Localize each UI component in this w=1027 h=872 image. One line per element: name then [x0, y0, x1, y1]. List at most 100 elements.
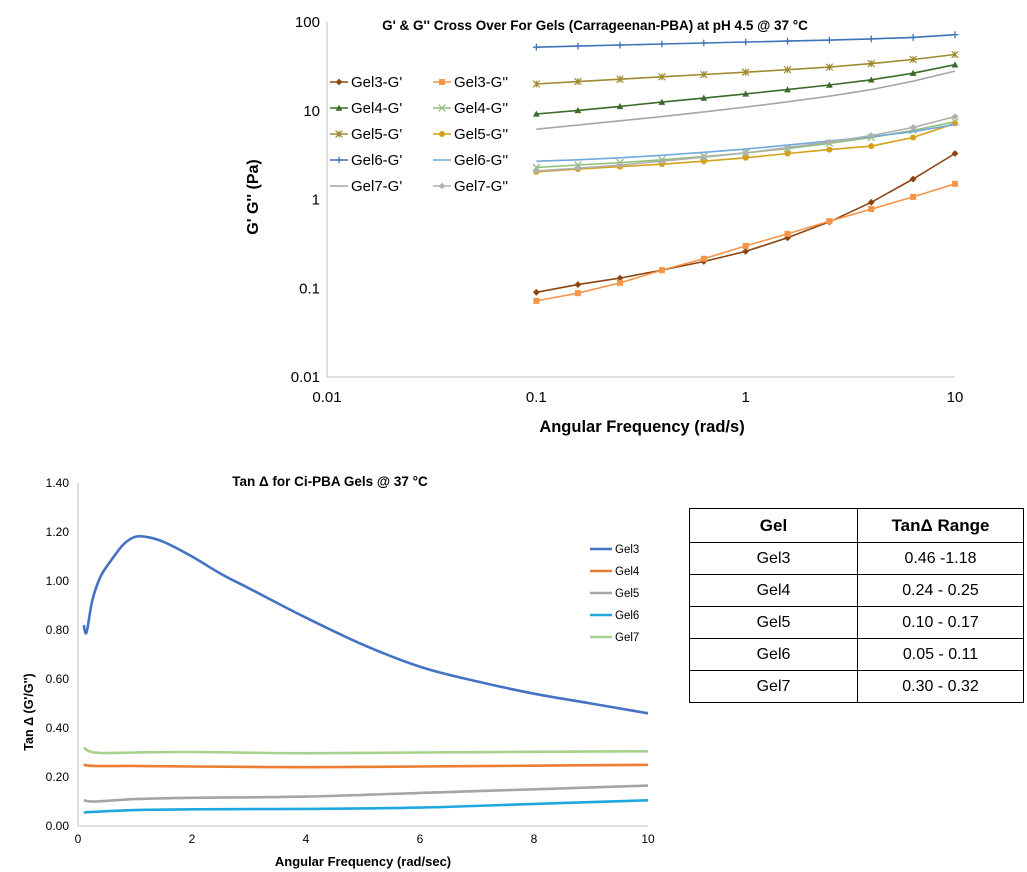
chart1-data-point [742, 154, 749, 161]
chart1-data-point [616, 161, 624, 169]
chart1-data-point [910, 193, 917, 200]
chart2-series-line [83, 784, 649, 803]
chart1-series-line [536, 152, 956, 294]
table-cell: 0.05 - 0.11 [857, 638, 1024, 671]
chart2-legend-label: Gel5 [615, 588, 639, 600]
chart1-data-point [784, 37, 791, 45]
chart1-data-point [910, 134, 917, 141]
chart1-data-point [616, 41, 624, 49]
table-cell: 0.30 - 0.32 [857, 670, 1024, 703]
chart1-legend-marker [335, 156, 343, 164]
chart1-data-point [742, 248, 750, 255]
chart1-data-point [699, 70, 708, 79]
chart1-x-tick-label: 1 [741, 389, 749, 406]
chart2-xlabel: Angular Frequency (rad/sec) [275, 854, 451, 869]
chart1-series-line [536, 115, 956, 172]
chart1-x-tick-label: 0.1 [526, 389, 547, 406]
chart2-legend-label: Gel6 [615, 610, 639, 622]
chart2-x-tick-label: 6 [417, 832, 424, 846]
chart1-data-point [616, 102, 624, 110]
chart1-data-point [867, 132, 875, 139]
chart1-data-point [532, 288, 540, 296]
chart2-y-tick-label: 0.00 [46, 819, 70, 833]
chart2-x-tick-label: 0 [75, 832, 82, 846]
chart1-x-tick-label: 0.01 [312, 389, 341, 406]
chart1-legend-label: Gel5-G'' [454, 126, 508, 143]
chart1-data-point [783, 65, 792, 74]
gel-crossover-chart: G' & G'' Cross Over For Gels (Carrageena… [245, 14, 963, 436]
chart2-series-line [83, 799, 649, 814]
table-cell: Gel7 [689, 670, 858, 703]
chart1-data-point [533, 297, 540, 304]
chart1-legend-label: Gel3-G' [351, 74, 402, 91]
chart1-legend-marker [438, 104, 446, 112]
table-row: Gel7 0.30 - 0.32 [689, 670, 1024, 703]
chart1-data-point [742, 149, 750, 157]
chart2-y-tick-label: 0.20 [46, 770, 70, 784]
chart1-data-point [867, 76, 875, 83]
chart1-data-point [867, 198, 875, 206]
chart2-x-tick-label: 2 [189, 832, 196, 846]
chart2-y-tick-label: 0.80 [46, 623, 70, 637]
chart1-data-point [700, 94, 708, 101]
chart1-legend-label: Gel7-G' [351, 178, 402, 195]
chart1-data-point [574, 290, 581, 297]
chart1-data-point [574, 42, 582, 50]
chart1-data-point [700, 255, 707, 262]
chart1-legend-marker [335, 104, 343, 111]
chart1-data-point [742, 38, 750, 46]
chart1-data-point [658, 40, 666, 48]
table-row: Gel5 0.10 - 0.17 [689, 606, 1024, 639]
chart1-data-point [574, 164, 582, 172]
table-cell: Gel4 [689, 574, 858, 607]
chart1-series-line [536, 123, 956, 162]
chart1-data-point [742, 90, 750, 97]
chart2-x-tick-label: 8 [531, 832, 538, 846]
chart1-data-point [532, 167, 540, 175]
chart1-data-point [825, 63, 834, 71]
chart1-title: G' & G'' Cross Over For Gels (Carrageena… [382, 18, 808, 33]
chart1-data-point [574, 77, 582, 86]
chart2-legend-label: Gel4 [615, 566, 640, 578]
chart1-data-point [700, 158, 707, 165]
chart1-data-point [784, 230, 791, 237]
chart1-data-point [867, 59, 876, 68]
table-header-range: TanΔ Range [857, 508, 1024, 543]
chart1-data-point [700, 153, 708, 161]
chart1-legend-label: Gel7-G'' [454, 178, 508, 195]
chart1-legend-marker [335, 130, 343, 138]
chart1-data-point [826, 146, 833, 153]
chart1-data-point [868, 143, 875, 150]
chart1-data-point [616, 279, 623, 286]
chart1-data-point [658, 157, 666, 165]
chart1-data-point [742, 242, 749, 249]
chart1-series-line [536, 70, 956, 130]
chart1-ylabel: G' G'' (Pa) [245, 159, 262, 234]
chart1-legend-label: Gel3-G'' [454, 74, 508, 91]
chart1-data-point [951, 150, 959, 157]
table-row: Gel4 0.24 - 0.25 [689, 574, 1024, 607]
table-cell: Gel6 [689, 638, 858, 671]
chart1-data-point [616, 75, 624, 83]
table-cell: 0.46 -1.18 [857, 542, 1024, 575]
table-cell: 0.10 - 0.17 [857, 606, 1024, 639]
chart1-legend-label: Gel4-G'' [454, 100, 508, 117]
chart1-y-tick-label: 1 [312, 192, 320, 209]
table-cell: Gel5 [689, 606, 858, 639]
chart2-legend-label: Gel3 [615, 544, 639, 556]
chart1-data-point [658, 267, 665, 274]
tan-delta-chart: Tan Δ for Ci-PBA Gels @ 37 °C Angular Fr… [22, 474, 655, 869]
chart1-legend-label: Gel5-G' [351, 126, 402, 143]
chart2-y-tick-label: 1.40 [46, 476, 70, 490]
chart1-legend-marker [439, 131, 445, 137]
chart1-data-point [909, 123, 917, 131]
chart1-legend-marker [335, 78, 343, 86]
chart1-data-point [826, 81, 833, 88]
chart2-y-tick-label: 0.60 [46, 672, 70, 686]
table-row: Gel3 0.46 -1.18 [689, 542, 1024, 575]
chart1-data-point [574, 106, 582, 114]
chart1-data-point [741, 68, 750, 77]
chart1-data-point [658, 98, 666, 105]
chart2-y-tick-label: 1.20 [46, 525, 70, 539]
chart2-legend-label: Gel7 [615, 632, 639, 644]
